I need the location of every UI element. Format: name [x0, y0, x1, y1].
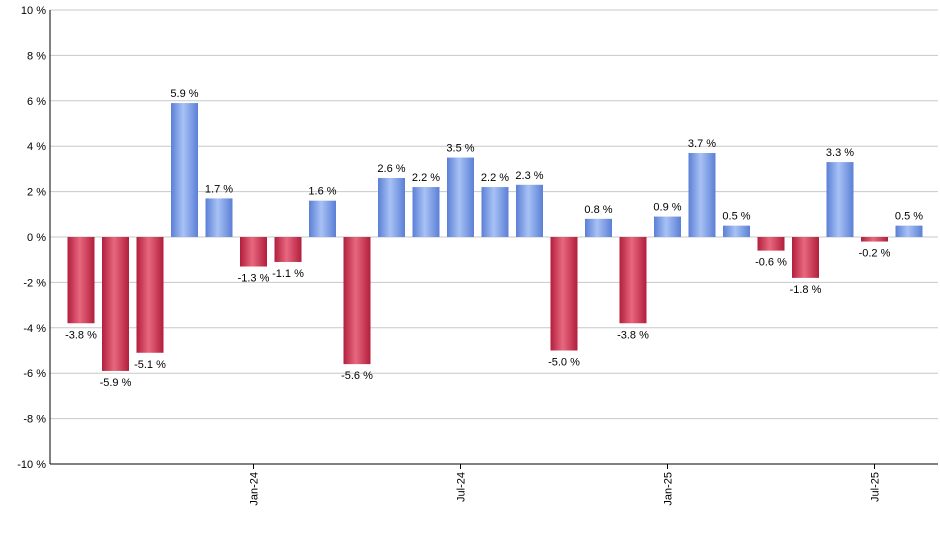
- bar: [205, 198, 233, 237]
- x-tick-label: Jul-24: [456, 472, 468, 502]
- bar: [826, 162, 854, 237]
- data-label: 2.6 %: [377, 163, 405, 175]
- data-label: 0.9 %: [653, 202, 681, 214]
- data-label: 3.5 %: [446, 143, 474, 155]
- y-tick-label: -10 %: [17, 459, 46, 471]
- data-label: -0.6 %: [755, 257, 787, 269]
- data-label: 2.2 %: [412, 172, 440, 184]
- data-label: -1.1 %: [272, 268, 304, 280]
- bars: [67, 103, 923, 371]
- data-label: -3.8 %: [65, 329, 97, 341]
- y-tick-label: -6 %: [23, 368, 46, 380]
- bar: [895, 225, 923, 237]
- bar: [654, 216, 681, 237]
- bar: [550, 237, 578, 351]
- bar: [757, 237, 785, 251]
- bar: [309, 200, 336, 237]
- bar: [447, 157, 474, 237]
- data-label: 2.3 %: [515, 170, 543, 182]
- y-tick-label: 0 %: [27, 232, 46, 244]
- bar: [688, 153, 716, 237]
- data-label: -1.3 %: [238, 273, 270, 285]
- data-label: -0.2 %: [859, 248, 891, 260]
- y-tick-label: -2 %: [23, 277, 46, 289]
- data-label: 3.3 %: [826, 147, 854, 159]
- data-label: -5.6 %: [341, 370, 373, 382]
- x-tick-label: Jul-25: [870, 472, 882, 502]
- bar: [861, 237, 888, 242]
- bar: [585, 218, 612, 237]
- data-label: 0.8 %: [584, 204, 612, 216]
- bar: [792, 237, 819, 278]
- bar: [102, 237, 129, 371]
- y-tick-label: 6 %: [27, 96, 46, 108]
- y-tick-label: 2 %: [27, 187, 46, 199]
- bar: [343, 237, 371, 365]
- x-tick-label: Jan-24: [249, 472, 261, 506]
- x-axis: Jan-24 Jul-24 Jan-25 Jul-25: [249, 464, 882, 506]
- y-tick-label: -8 %: [23, 414, 46, 426]
- data-label: 1.7 %: [205, 183, 233, 195]
- y-tick-label: 8 %: [27, 50, 46, 62]
- data-label: 0.5 %: [722, 211, 750, 223]
- y-axis: -10 % -8 % -6 % -4 % -2 % 0 % 2 % 4 % 6 % 8 % 10 %: [17, 5, 938, 471]
- bar: [619, 237, 647, 324]
- y-tick-label: 4 %: [27, 141, 46, 153]
- data-label: -1.8 %: [790, 284, 822, 296]
- data-label: 5.9 %: [170, 88, 198, 100]
- bar: [723, 225, 750, 237]
- data-label: -3.8 %: [617, 329, 649, 341]
- bar: [274, 237, 302, 262]
- data-label: 1.6 %: [308, 186, 336, 198]
- data-label: -5.1 %: [134, 359, 166, 371]
- y-tick-label: -4 %: [23, 323, 46, 335]
- data-label: 0.5 %: [895, 211, 923, 223]
- data-labels: -3.8 % -5.9 %-5.1 % 5.9 % 1.7 % -1.3 % -1.1 %…: [65, 88, 923, 389]
- bar: [516, 184, 543, 237]
- y-tick-label: 10 %: [21, 5, 46, 17]
- data-label: -5.0 %: [548, 357, 580, 369]
- bar: [240, 237, 267, 267]
- bar: [481, 187, 509, 237]
- data-label: 2.2 %: [481, 172, 509, 184]
- data-label: -5.9 %: [100, 377, 132, 389]
- bar: [67, 237, 95, 324]
- bar: [378, 177, 405, 237]
- bar: [412, 187, 440, 237]
- x-tick-label: Jan-25: [663, 472, 675, 506]
- bar: [136, 237, 164, 353]
- data-label: 3.7 %: [688, 138, 716, 150]
- bar: [171, 103, 198, 237]
